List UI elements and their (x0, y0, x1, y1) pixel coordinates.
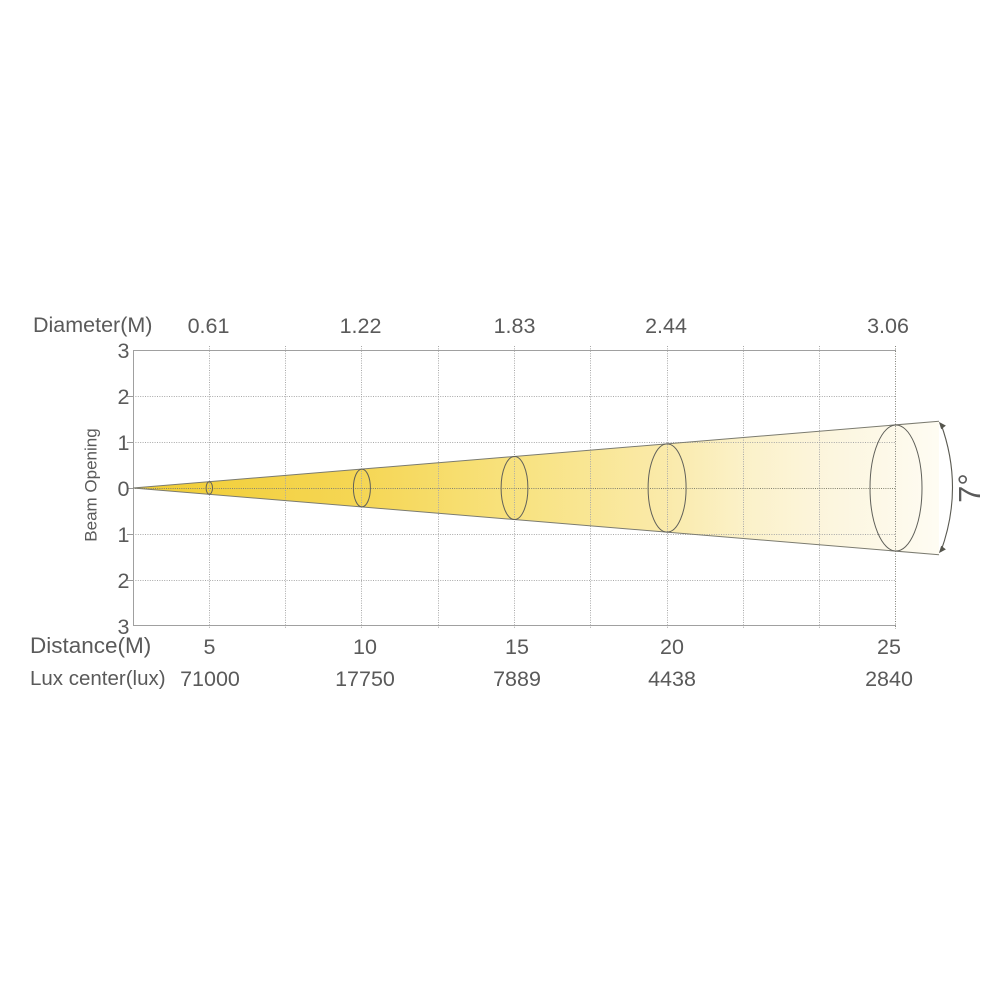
svg-text:5: 5 (204, 635, 216, 659)
svg-text:1: 1 (118, 431, 130, 455)
svg-text:25: 25 (877, 635, 901, 659)
svg-text:3: 3 (118, 615, 130, 639)
svg-text:Diameter(M): Diameter(M) (33, 313, 152, 337)
svg-text:0.61: 0.61 (188, 314, 230, 338)
svg-text:0: 0 (118, 477, 130, 501)
svg-text:10: 10 (353, 635, 377, 659)
svg-text:Distance(M): Distance(M) (30, 633, 151, 658)
svg-text:7889: 7889 (493, 667, 541, 691)
svg-text:3.06: 3.06 (867, 314, 909, 338)
svg-text:Beam Opening: Beam Opening (82, 428, 101, 541)
svg-text:1: 1 (118, 523, 130, 547)
svg-text:3: 3 (118, 339, 130, 363)
svg-text:2: 2 (118, 385, 130, 409)
svg-text:15: 15 (505, 635, 529, 659)
svg-text:Lux center(lux): Lux center(lux) (30, 667, 166, 690)
svg-text:20: 20 (660, 635, 684, 659)
svg-text:71000: 71000 (180, 667, 240, 691)
svg-text:1.22: 1.22 (340, 314, 382, 338)
svg-text:2.44: 2.44 (645, 314, 687, 338)
svg-text:7°: 7° (952, 473, 987, 503)
svg-text:17750: 17750 (335, 667, 395, 691)
svg-text:2840: 2840 (865, 667, 913, 691)
svg-text:1.83: 1.83 (494, 314, 536, 338)
svg-text:2: 2 (118, 569, 130, 593)
svg-text:4438: 4438 (648, 667, 696, 691)
